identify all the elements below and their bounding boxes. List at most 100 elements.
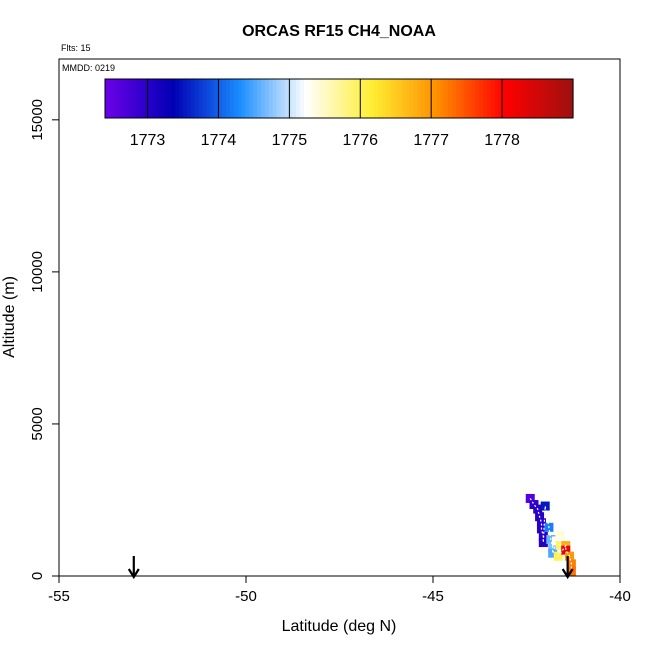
colorbar-segment: [385, 79, 391, 118]
colorbar-segment: [463, 79, 469, 118]
colorbar-segment: [171, 79, 176, 118]
y-tick-label: 5000: [29, 407, 46, 440]
colorbar-segment: [420, 79, 426, 118]
colorbar-segment: [155, 79, 161, 118]
colorbar-segment: [381, 79, 387, 118]
colorbar-segment: [487, 79, 492, 118]
colorbar-segment: [261, 79, 266, 118]
colorbar-segment: [140, 79, 145, 118]
y-tick-label: 15000: [29, 99, 46, 141]
colorbar-segment: [264, 79, 270, 118]
colorbar-segment: [303, 79, 309, 118]
colorbar-segment: [136, 79, 141, 118]
colorbar-segment: [397, 79, 402, 118]
colorbar-segment: [444, 79, 449, 118]
colorbar-segment: [249, 79, 254, 118]
colorbar-segment: [147, 79, 153, 118]
colorbar-segment: [471, 79, 477, 118]
x-tick-label: -45: [422, 588, 444, 605]
flight-track: [529, 498, 572, 572]
colorbar-segment: [456, 79, 461, 118]
colorbar-segment: [323, 79, 328, 118]
colorbar-tick-label: 1775: [272, 132, 308, 149]
colorbar-segment: [549, 79, 555, 118]
colorbar-segment: [534, 79, 539, 118]
colorbar-segment: [198, 79, 204, 118]
colorbar-segment: [514, 79, 519, 118]
data-point: [540, 501, 550, 511]
colorbar-segment: [233, 79, 239, 118]
colorbar-segment: [459, 79, 465, 118]
colorbar-segment: [237, 79, 243, 118]
colorbar-segment: [452, 79, 457, 118]
colorbar-segment: [440, 79, 445, 118]
colorbar-segment: [116, 79, 122, 118]
colorbar-segment: [366, 79, 371, 118]
colorbar-segment: [479, 79, 484, 118]
flights-label: Flts: 15: [61, 43, 91, 53]
colorbar-segment: [202, 79, 207, 118]
colorbar-segment: [300, 79, 305, 118]
colorbar-segment: [268, 79, 274, 118]
colorbar-segment: [350, 79, 356, 118]
colorbar-segment: [409, 79, 414, 118]
colorbar-segment: [214, 79, 219, 118]
colorbar-tick-label: 1773: [130, 132, 166, 149]
y-tick-label: 10000: [29, 251, 46, 293]
colorbar-segment: [128, 79, 133, 118]
x-axis: -55 -50 -45 -40: [48, 576, 631, 605]
x-axis-label: Latitude (deg N): [282, 618, 397, 635]
colorbar-segment: [413, 79, 418, 118]
colorbar-segment: [362, 79, 367, 118]
colorbar-segment: [405, 79, 410, 118]
colorbar-segment: [417, 79, 422, 118]
data-point: [548, 548, 558, 558]
colorbar-segment: [210, 79, 215, 118]
data-point: [536, 518, 546, 528]
colorbar-segment: [354, 79, 360, 118]
colorbar-segment: [280, 79, 285, 118]
data-points: [525, 493, 576, 576]
plot-frame: [58, 58, 621, 577]
colorbar-segment: [448, 79, 453, 118]
colorbar-segment: [522, 79, 527, 118]
data-point: [538, 538, 548, 548]
colorbar-segment: [557, 79, 562, 118]
colorbar-segment: [541, 79, 547, 118]
colorbar-segment: [175, 79, 180, 118]
colorbar-segment: [276, 79, 282, 118]
colorbar-segment: [124, 79, 129, 118]
y-axis-label: Altitude (m): [1, 276, 18, 358]
colorbar-segment: [561, 79, 566, 118]
colorbar-segment: [495, 79, 500, 118]
colorbar-segment: [518, 79, 523, 118]
colorbar-segment: [272, 79, 278, 118]
colorbar-segment: [159, 79, 165, 118]
colorbar-segment: [346, 79, 352, 118]
colorbar-segment: [510, 79, 516, 118]
colorbar-segment: [292, 79, 297, 118]
colorbar-segment: [225, 79, 231, 118]
colorbar-segment: [569, 79, 574, 118]
x-tick-label: -50: [235, 588, 257, 605]
colorbar-segment: [183, 79, 188, 118]
colorbar-segment: [296, 79, 301, 118]
colorbar-segment: [190, 79, 196, 118]
colorbar-segment: [378, 79, 383, 118]
colorbar-segment: [393, 79, 399, 118]
chart-title: ORCAS RF15 CH4_NOAA: [242, 23, 436, 40]
colorbar-segment: [530, 79, 535, 118]
colorbar-segment: [229, 79, 235, 118]
colorbar-segment: [424, 79, 430, 118]
colorbar-segment: [331, 79, 336, 118]
colorbar-segment: [257, 79, 262, 118]
y-tick-label: 0: [29, 572, 46, 580]
colorbar-segment: [502, 79, 508, 118]
colorbar-segment: [108, 79, 114, 118]
colorbar-segment: [179, 79, 184, 118]
colorbar-segment: [483, 79, 488, 118]
colorbar-segment: [491, 79, 496, 118]
colorbar: 1773 1774 1775 1776 1777 1778: [104, 78, 574, 149]
colorbar-segment: [288, 79, 293, 118]
colorbar-segment: [319, 79, 324, 118]
